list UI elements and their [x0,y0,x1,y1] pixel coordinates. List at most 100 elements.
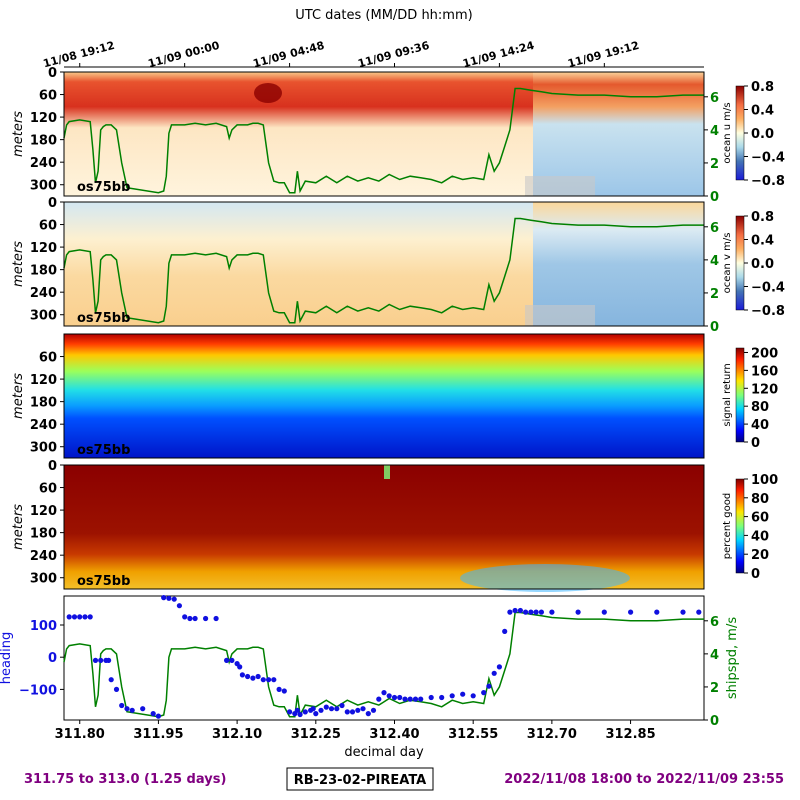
top-axis-tick-label: 11/09 19:12 [566,39,640,71]
panel-percent-good: 0 60 120 180 240 300 meters os75bb 100 80 60 40 2… [11,459,778,592]
heading-point [486,683,492,689]
heading-point [313,711,319,717]
ocean-u-shipspeed-line [63,87,704,194]
depth-tick-label: 300 [30,309,57,324]
decimal-day-axis-ticks: 311.80 311.95 312.10 312.25 312.40 312.55 312.… [55,720,656,742]
depth-tick-label: 60 [39,89,57,104]
signal-return-colorbar-ticks: 200 160 120 80 40 0 [744,346,778,451]
heading-point [166,595,172,601]
percent-good-streak [384,465,390,479]
depth-tick-label: 180 [30,134,57,149]
heading-point [428,694,434,701]
depth-tick-label: 0 [48,66,57,81]
heading-tick-label: −100 [19,683,57,698]
heading-point [575,609,581,615]
heading-point [155,713,161,719]
heading-point [176,603,182,609]
heading-point [213,615,219,622]
ocean-v-ylabel: meters [11,241,26,287]
heading-point [418,696,424,702]
footer-cruise-id: RB-23-02-PIREATA [294,773,427,788]
decimal-day-tick-label: 311.95 [133,727,183,742]
heading-point [271,677,277,683]
colorbar-tick-label: 0.4 [751,234,774,249]
heading-point [87,614,93,620]
top-axis-tick-label: 11/09 14:24 [461,39,536,71]
heading-point [266,677,272,683]
colorbar-tick-label: 0.4 [751,104,774,119]
heading-point [229,657,235,664]
heading-points [66,595,702,719]
depth-tick-label: 60 [39,482,57,497]
heading-point [287,709,293,715]
ocean-u-heatmap-east [533,72,704,196]
footer-cruise-id-box [286,767,434,791]
heading-point [370,707,377,713]
speed-tick-label: 2 [710,157,719,172]
top-axis-label: UTC dates (MM/DD hh:mm) [295,8,472,23]
speed-tick-label: 4 [710,254,719,269]
footer-date-range: 2022/11/08 18:00 to 2022/11/09 23:55 [504,772,784,787]
depth-tick-label: 0 [48,196,57,211]
heading-point [119,702,125,709]
speed-tick-label: 0 [710,190,719,205]
heading-point [276,686,282,693]
heading-point [349,709,356,715]
heading-point [192,615,198,622]
top-axis-tick-label: 11/09 09:36 [356,39,431,71]
decimal-day-tick-label: 312.70 [527,727,577,742]
colorbar-tick-label: 80 [751,492,769,507]
signal-return-colorbar [735,347,745,443]
heading-point [397,694,403,701]
ocean-v-colorbar-label: ocean v m/s [722,233,733,294]
heading-point [654,609,660,615]
colorbar-tick-label: 60 [751,511,769,526]
ocean-v-yticks: 0 60 120 180 240 300 [30,196,64,324]
heading-point [281,688,287,694]
heading-point [339,702,345,709]
signal-return-ylabel: meters [11,373,26,419]
heading-point [124,706,130,712]
heading-point [323,704,329,710]
colorbar-tick-label: −0.8 [751,174,785,189]
heading-point [129,707,135,713]
heading-point [92,657,99,664]
heading-point [334,706,340,712]
heading-point [528,609,534,615]
heading-point [328,706,335,712]
heading-point [260,677,266,683]
colorbar-tick-label: 20 [751,548,769,563]
footer-day-range: 311.75 to 313.0 (1.25 days) [24,772,226,787]
percent-good-frame [63,464,705,590]
heading-point [407,696,413,702]
heading-point [224,657,230,664]
depth-tick-label: 120 [30,373,57,388]
depth-tick-label: 240 [30,418,57,433]
heading-point [187,615,193,622]
signal-return-yticks: 60 120 180 240 300 [30,351,64,456]
ocean-u-ylabel: meters [11,111,26,157]
heading-point [376,696,382,702]
colorbar-tick-label: 0.8 [751,210,774,225]
heading-speed-plot-area [63,595,705,721]
heading-point [391,694,398,701]
top-axis-tick-label: 11/09 00:00 [147,39,222,71]
heading-point [150,711,156,717]
ocean-v-shipspeed-ticks: 6 4 2 0 [704,221,719,335]
ocean-v-colorbar [735,215,745,311]
ocean-u-jet-core [254,83,282,103]
ocean-v-frame [63,201,705,327]
ocean-u-colorbar-ticks: 0.8 0.4 0.0 −0.4 −0.8 [744,80,785,189]
decimal-day-tick-label: 311.80 [55,727,105,742]
heading-point [344,709,350,715]
heading-point [481,690,487,696]
decimal-day-axis-label: decimal day [344,745,424,760]
depth-tick-label: 120 [30,504,57,519]
ocean-u-shipspeed-ticks: 6 4 2 0 [704,91,719,205]
heading-point [601,609,607,615]
heading-point [549,609,555,615]
heading-point [538,609,545,615]
depth-tick-label: 180 [30,396,57,411]
heading-point [402,696,408,702]
